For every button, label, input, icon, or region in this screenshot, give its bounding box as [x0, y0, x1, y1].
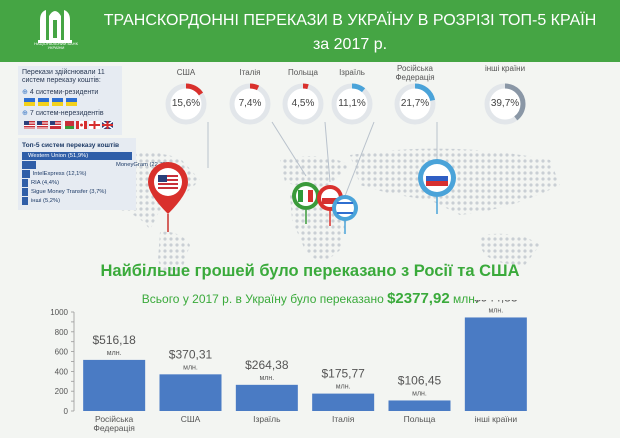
- georgia-flag-icon: [89, 121, 100, 129]
- bar-unit-label: млн.: [107, 350, 122, 357]
- resident-flags: [24, 98, 77, 106]
- nonresidents-label: ⊕ 7 систем-нерезидентів: [22, 110, 104, 117]
- system-label: Western Union (51,9%): [28, 153, 89, 159]
- share-percent: 15,6%: [171, 98, 201, 109]
- y-tick-label: 1000: [50, 308, 68, 317]
- share-arc: [484, 83, 526, 125]
- bar-value-label: $944,83: [474, 300, 518, 304]
- x-category-label: Італія: [331, 414, 355, 424]
- x-category-label: Польща: [403, 414, 436, 424]
- bar-value-label: $175,77: [321, 367, 365, 381]
- bar-unit-label: млн.: [183, 364, 198, 371]
- country-ring-label: Італія: [239, 68, 261, 77]
- share-arc: [331, 83, 373, 125]
- system-bar: [22, 170, 30, 178]
- bar-value-label: $516,18: [92, 333, 136, 347]
- share-arc: [165, 83, 207, 125]
- top5-title: Топ-5 систем переказу коштів: [22, 142, 120, 149]
- share-percent: 39,7%: [490, 98, 520, 109]
- share-arc: [282, 83, 324, 125]
- share-percent: 7,4%: [238, 98, 262, 109]
- logo-caption: НАЦІОНАЛЬНИЙ БАНК УКРАЇНИ: [34, 41, 78, 50]
- usa-pin-icon: [148, 162, 188, 232]
- page-title: ТРАНСКОРДОННІ ПЕРЕКАЗИ В УКРАЇНУ В РОЗРІ…: [103, 12, 597, 29]
- ukraine-flag-icon: [38, 98, 49, 106]
- bar-unit-label: млн.: [488, 307, 503, 314]
- total-sum: Всього у 2017 р. в Україну було переказа…: [141, 290, 479, 307]
- share-ring: [484, 83, 526, 125]
- bar: [388, 400, 451, 411]
- israel-pin-icon: [332, 195, 358, 234]
- bar-value-label: $370,31: [169, 347, 213, 361]
- bar: [312, 393, 375, 411]
- system-bar: [22, 197, 28, 205]
- x-category-label: США: [180, 414, 201, 424]
- usa-flag-icon: [50, 121, 61, 129]
- header-banner: НАЦІОНАЛЬНИЙ БАНК УКРАЇНИ ТРАНСКОРДОННІ …: [0, 0, 620, 62]
- italy-pin-icon: [292, 182, 320, 224]
- share-percent: 21,7%: [400, 98, 430, 109]
- bar-unit-label: млн.: [259, 375, 274, 382]
- x-category-label: інші країни: [474, 414, 518, 424]
- page-subtitle: за 2017 р.: [312, 36, 388, 53]
- country-ring-label: Польща: [288, 68, 318, 77]
- systems-heading: Перекази здійснювали 11 систем переказу …: [22, 69, 105, 84]
- russia-pin-icon: [418, 159, 456, 214]
- system-bar: [22, 152, 132, 160]
- bar: [235, 384, 298, 411]
- usa-flag-icon: [37, 121, 48, 129]
- system-label: IntelExpress (12,1%): [32, 171, 87, 177]
- ukraine-flag-icon: [24, 98, 35, 106]
- share-ring: [331, 83, 373, 125]
- bar: [464, 317, 527, 411]
- nbu-logo: [32, 6, 78, 56]
- nonresident-flags: [24, 121, 113, 129]
- system-label: RIA (4,4%): [31, 180, 60, 186]
- belarus-flag-icon: [63, 121, 74, 129]
- bar-value-label: $106,45: [398, 373, 442, 387]
- bar-unit-label: млн.: [412, 390, 427, 397]
- share-arc: [394, 83, 436, 125]
- country-ring-label: Ізраїль: [339, 68, 365, 77]
- uk-flag-icon: [102, 121, 113, 129]
- x-category-label: Ізраїль: [253, 414, 281, 424]
- bar-unit-label: млн.: [336, 384, 351, 391]
- usa-flag-icon: [24, 121, 35, 129]
- headline: Найбільше грошей було переказано з Росії…: [100, 262, 520, 280]
- share-arc: [229, 83, 271, 125]
- system-bar: [22, 161, 37, 169]
- bar-value-label: $264,38: [245, 358, 289, 372]
- bar: [83, 359, 146, 411]
- top5-panel: [18, 138, 136, 210]
- share-ring: [394, 83, 436, 125]
- y-tick-label: 600: [55, 348, 69, 357]
- share-ring: [165, 83, 207, 125]
- system-bar: [22, 179, 28, 187]
- system-label: MoneyGram (22,7%): [116, 162, 170, 168]
- share-percent: 4,5%: [291, 98, 315, 109]
- share-ring: [229, 83, 271, 125]
- country-ring-label: США: [176, 68, 196, 77]
- residents-label: ⊕ 4 системи-резиденти: [22, 89, 99, 96]
- x-category-label: Російська Федерація: [93, 414, 135, 433]
- bar-chart: 0 200 400 600 800 1000 $516,18 млн. $370,31 млн. $…: [50, 300, 527, 416]
- country-ring-label: інші країни: [484, 64, 526, 73]
- system-label: Sigue Money Transfer (3,7%): [31, 189, 107, 195]
- ukraine-flag-icon: [66, 98, 77, 106]
- share-percent: 11,1%: [338, 98, 366, 109]
- system-bar: [22, 188, 28, 196]
- y-tick-label: 200: [55, 387, 69, 396]
- share-ring: [282, 83, 324, 125]
- y-tick-label: 800: [55, 328, 69, 337]
- y-tick-label: 0: [64, 407, 69, 416]
- canada-flag-icon: [76, 121, 87, 129]
- country-ring-label: Російська Федерація: [395, 64, 435, 82]
- ukraine-flag-icon: [52, 98, 63, 106]
- bar: [159, 374, 222, 411]
- y-tick-label: 400: [55, 367, 69, 376]
- system-label: інші (5,2%): [31, 198, 61, 204]
